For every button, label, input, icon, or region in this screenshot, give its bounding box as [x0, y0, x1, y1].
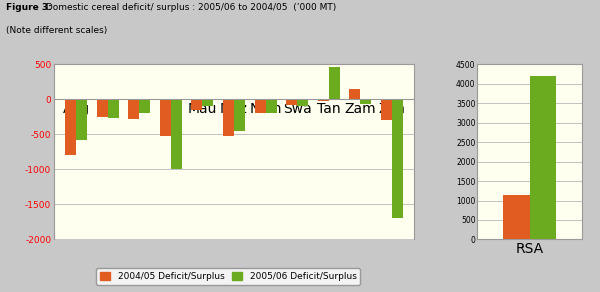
Bar [361, 99, 371, 104]
Bar [317, 99, 329, 101]
Bar [65, 99, 76, 155]
Bar [349, 89, 361, 99]
Bar [171, 99, 182, 169]
Bar [139, 99, 151, 113]
Bar [202, 99, 214, 106]
Bar [392, 99, 403, 218]
Bar [503, 195, 530, 239]
Bar [76, 99, 87, 140]
Bar [107, 99, 119, 118]
Bar [329, 67, 340, 99]
Legend: 2004/05 Deficit/Surplus, 2005/06 Deficit/Surplus: 2004/05 Deficit/Surplus, 2005/06 Deficit… [96, 268, 360, 285]
Bar [266, 99, 277, 113]
Bar [297, 99, 308, 106]
Bar [160, 99, 171, 136]
Bar [128, 99, 139, 119]
Text: (Note different scales): (Note different scales) [6, 26, 107, 35]
Bar [234, 99, 245, 131]
Bar [286, 99, 297, 105]
Bar [191, 99, 202, 110]
Text: Domestic cereal deficit/ surplus : 2005/06 to 2004/05  (’000 MT): Domestic cereal deficit/ surplus : 2005/… [43, 3, 337, 12]
Bar [223, 99, 234, 136]
Bar [381, 99, 392, 120]
Bar [254, 99, 266, 113]
Text: Figure 3:: Figure 3: [6, 3, 52, 12]
Bar [530, 76, 556, 239]
Bar [97, 99, 107, 117]
